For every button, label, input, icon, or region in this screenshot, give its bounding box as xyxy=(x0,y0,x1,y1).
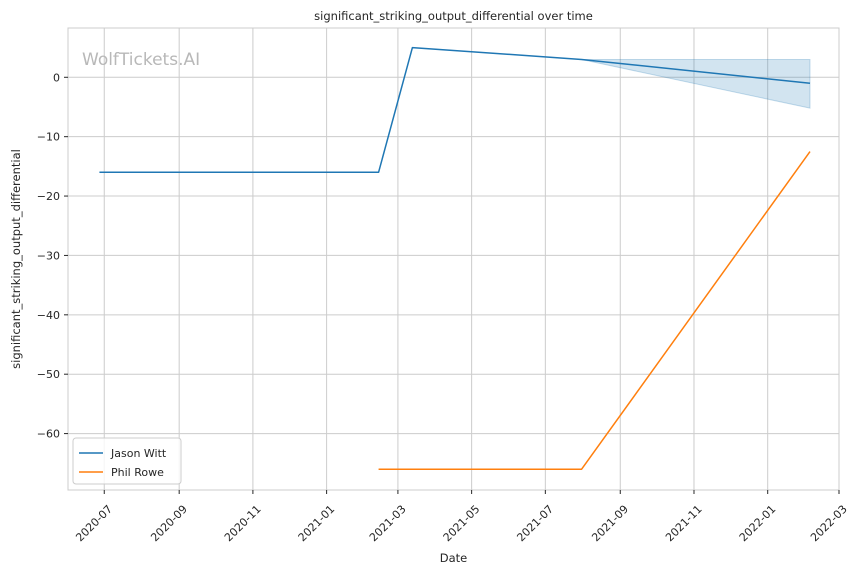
y-tick-label: −10 xyxy=(37,131,60,144)
confidence-bands xyxy=(581,58,811,109)
series-lines xyxy=(99,46,811,470)
y-tick-label: −30 xyxy=(37,249,60,262)
y-tick-label: −50 xyxy=(37,368,60,381)
watermark-text: WolfTickets.AI xyxy=(82,50,200,70)
y-tick-label: −20 xyxy=(37,190,60,203)
plot-area xyxy=(67,27,840,491)
chart-title: significant_striking_output_differential… xyxy=(314,9,593,23)
y-axis-ticks: 0 −10 −20 −30 −40 −50 −60 xyxy=(37,71,68,441)
legend-label: Phil Rowe xyxy=(111,466,164,479)
series-line xyxy=(99,46,811,174)
y-tick-label: 0 xyxy=(53,71,60,84)
y-axis-label: significant_striking_output_differential xyxy=(9,149,23,369)
legend-label: Jason Witt xyxy=(110,447,167,460)
y-tick-label: −60 xyxy=(37,428,60,441)
series-line xyxy=(378,151,811,470)
confidence-band xyxy=(581,58,811,109)
x-axis-label: Date xyxy=(440,551,468,565)
legend: Jason Witt Phil Rowe xyxy=(72,437,182,485)
y-tick-label: −40 xyxy=(37,309,60,322)
